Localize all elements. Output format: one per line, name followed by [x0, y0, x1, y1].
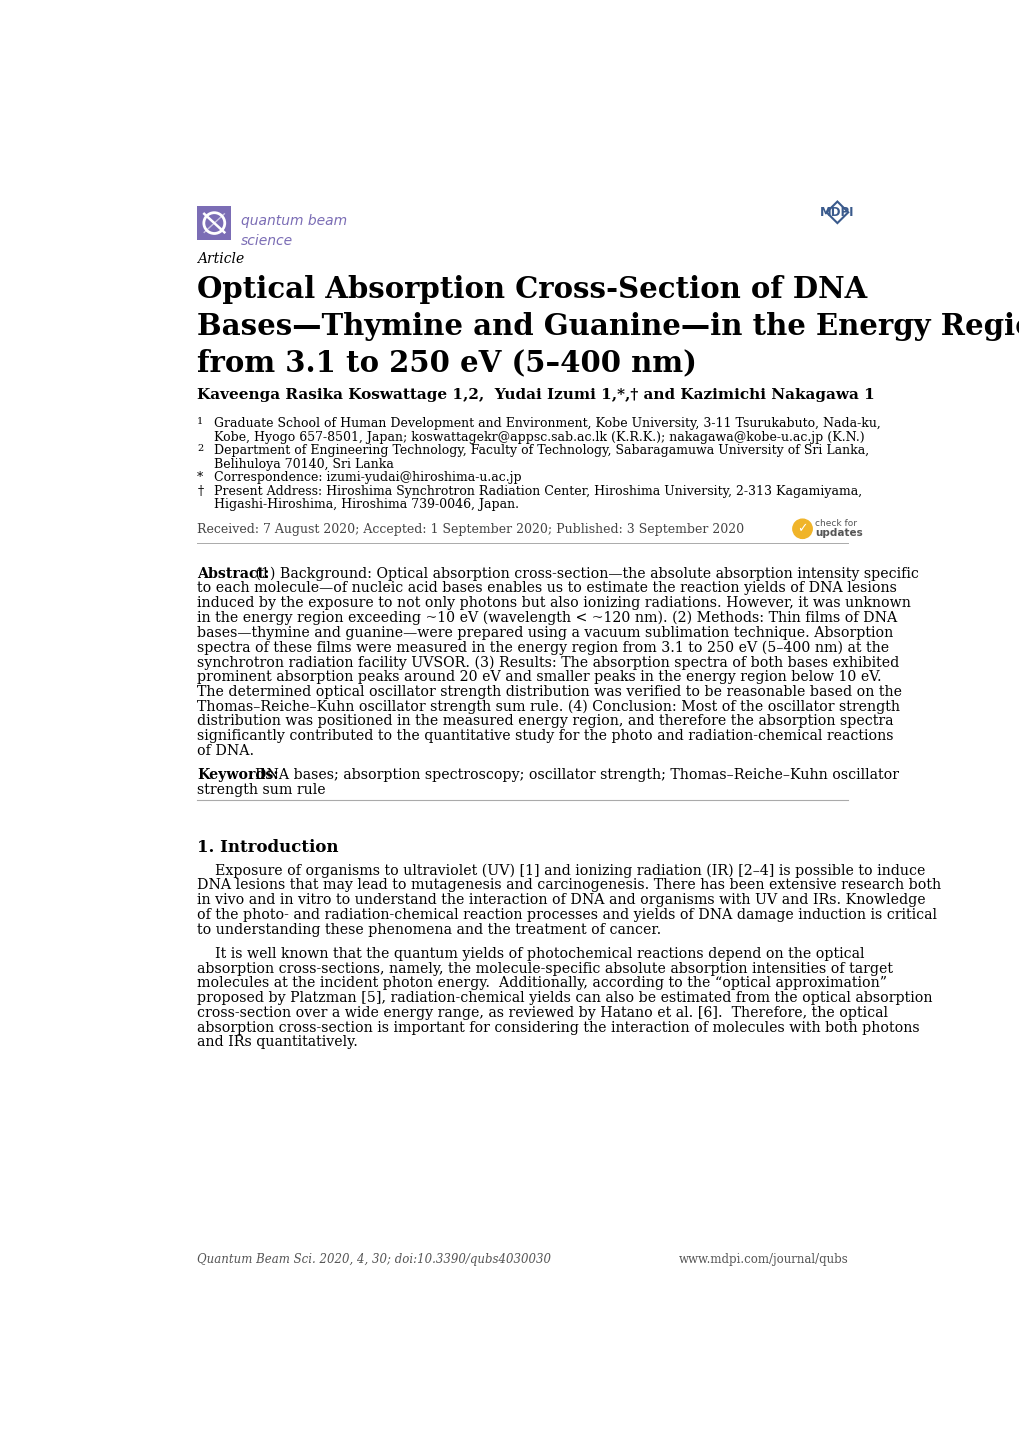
Text: bases—thymine and guanine—were prepared using a vacuum sublimation technique. Ab: bases—thymine and guanine—were prepared …: [197, 626, 893, 640]
Text: Bases—Thymine and Guanine—in the Energy Region: Bases—Thymine and Guanine—in the Energy …: [197, 311, 1019, 340]
Text: *: *: [197, 472, 204, 485]
Text: 2: 2: [197, 444, 204, 453]
Text: 1: 1: [197, 417, 204, 427]
Text: www.mdpi.com/journal/qubs: www.mdpi.com/journal/qubs: [678, 1253, 848, 1266]
Text: check for: check for: [814, 519, 856, 528]
Text: induced by the exposure to not only photons but also ionizing radiations. Howeve: induced by the exposure to not only phot…: [197, 596, 910, 610]
Text: prominent absorption peaks around 20 eV and smaller peaks in the energy region b: prominent absorption peaks around 20 eV …: [197, 671, 881, 684]
Text: spectra of these films were measured in the energy region from 3.1 to 250 eV (5–: spectra of these films were measured in …: [197, 640, 889, 655]
Circle shape: [792, 519, 811, 538]
Text: 1. Introduction: 1. Introduction: [197, 839, 338, 857]
Text: Department of Engineering Technology, Faculty of Technology, Sabaragamuwa Univer: Department of Engineering Technology, Fa…: [214, 444, 868, 457]
Text: ✓: ✓: [797, 522, 807, 535]
Text: Correspondence: izumi-yudai@hiroshima-u.ac.jp: Correspondence: izumi-yudai@hiroshima-u.…: [214, 472, 522, 485]
Text: Exposure of organisms to ultraviolet (UV) [1] and ionizing radiation (IR) [2–4] : Exposure of organisms to ultraviolet (UV…: [197, 864, 924, 878]
Text: in vivo and in vitro to understand the interaction of DNA and organisms with UV : in vivo and in vitro to understand the i…: [197, 893, 925, 907]
Text: cross-section over a wide energy range, as reviewed by Hatano et al. [6].  There: cross-section over a wide energy range, …: [197, 1007, 888, 1019]
Text: of the photo- and radiation-chemical reaction processes and yields of DNA damage: of the photo- and radiation-chemical rea…: [197, 908, 936, 921]
Text: Optical Absorption Cross-Section of DNA: Optical Absorption Cross-Section of DNA: [197, 275, 866, 304]
Text: Abstract:: Abstract:: [197, 567, 269, 581]
Text: Thomas–Reiche–Kuhn oscillator strength sum rule. (4) Conclusion: Most of the osc: Thomas–Reiche–Kuhn oscillator strength s…: [197, 699, 900, 714]
FancyBboxPatch shape: [197, 206, 231, 239]
Text: molecules at the incident photon energy.  Additionally, according to the “optica: molecules at the incident photon energy.…: [197, 976, 887, 991]
Text: Belihuloya 70140, Sri Lanka: Belihuloya 70140, Sri Lanka: [214, 457, 393, 470]
Text: Graduate School of Human Development and Environment, Kobe University, 3-11 Tsur: Graduate School of Human Development and…: [214, 417, 880, 430]
Text: in the energy region exceeding ~10 eV (wavelength < ~120 nm). (2) Methods: Thin : in the energy region exceeding ~10 eV (w…: [197, 611, 897, 626]
Text: Present Address: Hiroshima Synchrotron Radiation Center, Hiroshima University, 2: Present Address: Hiroshima Synchrotron R…: [214, 485, 862, 497]
Text: Article: Article: [197, 252, 245, 267]
Text: Keywords:: Keywords:: [197, 769, 278, 782]
Text: synchrotron radiation facility UVSOR. (3) Results: The absorption spectra of bot: synchrotron radiation facility UVSOR. (3…: [197, 655, 899, 669]
Text: updates: updates: [814, 528, 862, 538]
Text: proposed by Platzman [5], radiation-chemical yields can also be estimated from t: proposed by Platzman [5], radiation-chem…: [197, 991, 931, 1005]
Text: Kaveenga Rasika Koswattage 1,2,  Yudai Izumi 1,*,† and Kazimichi Nakagawa 1: Kaveenga Rasika Koswattage 1,2, Yudai Iz…: [197, 388, 874, 402]
Text: strength sum rule: strength sum rule: [197, 783, 325, 797]
Text: Received: 7 August 2020; Accepted: 1 September 2020; Published: 3 September 2020: Received: 7 August 2020; Accepted: 1 Sep…: [197, 522, 744, 535]
Text: It is well known that the quantum yields of photochemical reactions depend on th: It is well known that the quantum yields…: [197, 947, 864, 960]
Text: absorption cross-section is important for considering the interaction of molecul: absorption cross-section is important fo…: [197, 1021, 919, 1035]
Text: †: †: [197, 485, 203, 497]
Text: to understanding these phenomena and the treatment of cancer.: to understanding these phenomena and the…: [197, 923, 661, 937]
Text: and IRs quantitatively.: and IRs quantitatively.: [197, 1035, 358, 1050]
Text: from 3.1 to 250 eV (5–400 nm): from 3.1 to 250 eV (5–400 nm): [197, 348, 696, 376]
Text: Kobe, Hyogo 657-8501, Japan; koswattagekr@appsc.sab.ac.lk (K.R.K.); nakagawa@kob: Kobe, Hyogo 657-8501, Japan; koswattagek…: [214, 431, 864, 444]
Text: significantly contributed to the quantitative study for the photo and radiation-: significantly contributed to the quantit…: [197, 730, 893, 743]
Text: The determined optical oscillator strength distribution was verified to be reaso: The determined optical oscillator streng…: [197, 685, 902, 699]
Text: absorption cross-sections, namely, the molecule-specific absolute absorption int: absorption cross-sections, namely, the m…: [197, 962, 893, 976]
Text: DNA lesions that may lead to mutagenesis and carcinogenesis. There has been exte: DNA lesions that may lead to mutagenesis…: [197, 878, 941, 893]
Text: Quantum Beam Sci. 2020, 4, 30; doi:10.3390/qubs4030030: Quantum Beam Sci. 2020, 4, 30; doi:10.33…: [197, 1253, 550, 1266]
Text: DNA bases; absorption spectroscopy; oscillator strength; Thomas–Reiche–Kuhn osci: DNA bases; absorption spectroscopy; osci…: [255, 769, 898, 782]
Text: to each molecule—of nucleic acid bases enables us to estimate the reaction yield: to each molecule—of nucleic acid bases e…: [197, 581, 897, 596]
Text: (1) Background: Optical absorption cross-section—the absolute absorption intensi: (1) Background: Optical absorption cross…: [251, 567, 918, 581]
Text: quantum beam
science: quantum beam science: [240, 213, 346, 248]
Text: distribution was positioned in the measured energy region, and therefore the abs: distribution was positioned in the measu…: [197, 714, 893, 728]
Text: Higashi-Hiroshima, Hiroshima 739-0046, Japan.: Higashi-Hiroshima, Hiroshima 739-0046, J…: [214, 497, 519, 510]
Text: of DNA.: of DNA.: [197, 744, 254, 758]
Text: MDPI: MDPI: [819, 206, 854, 219]
